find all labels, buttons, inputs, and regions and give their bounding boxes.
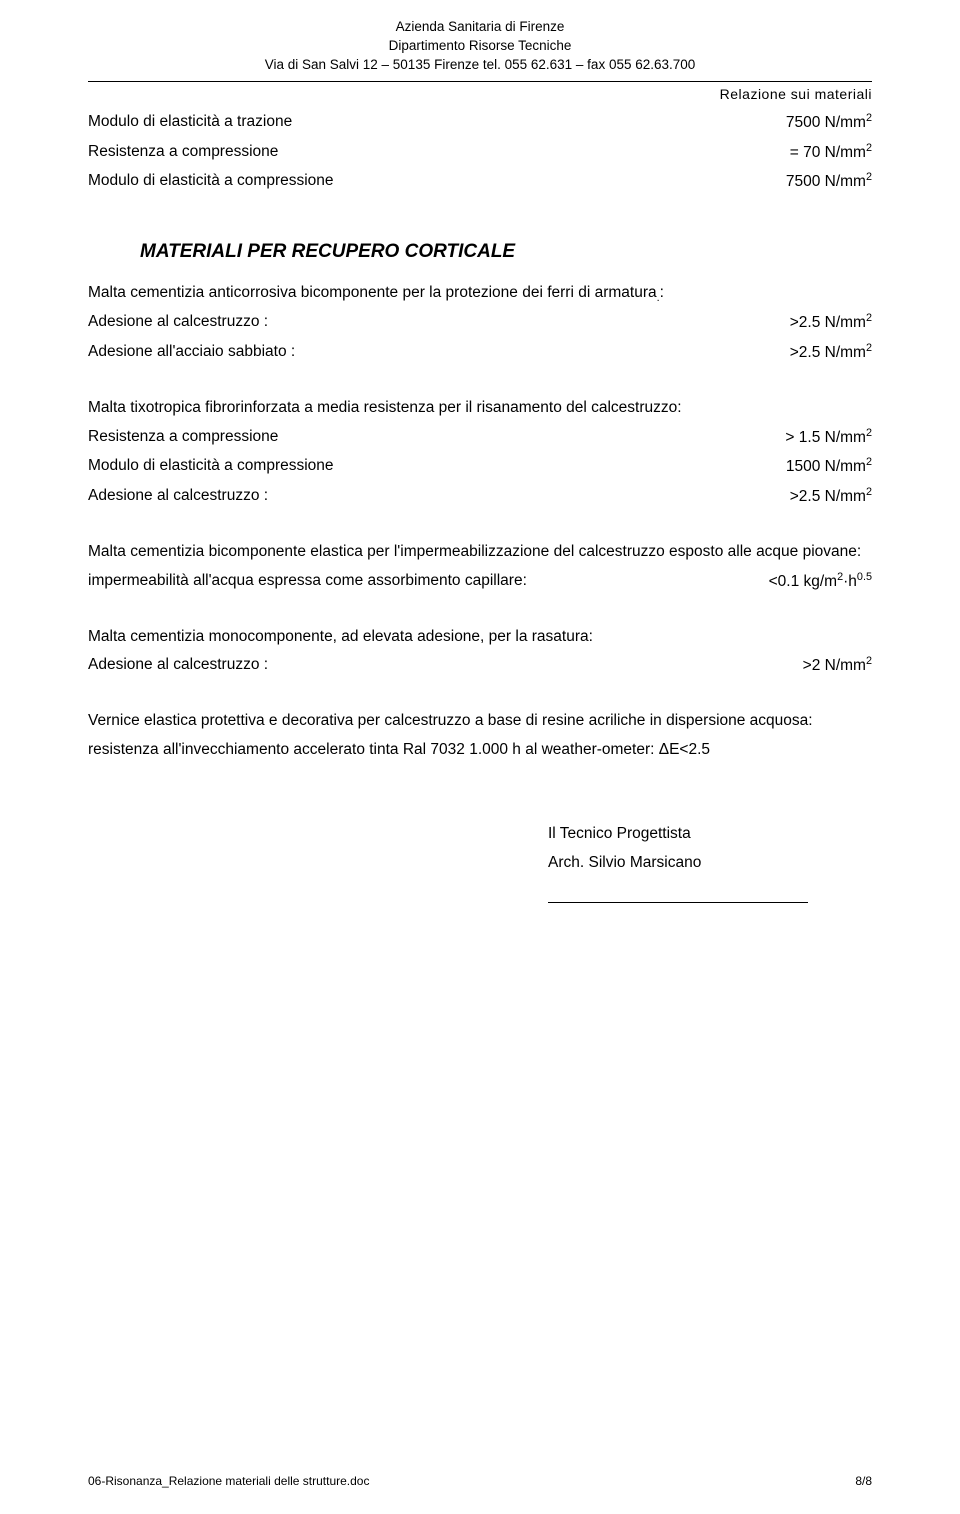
document-header: Azienda Sanitaria di Firenze Dipartiment…: [88, 0, 872, 75]
property-label: Adesione all'acciaio sabbiato :: [88, 338, 790, 368]
property-label: Adesione al calcestruzzo :: [88, 482, 790, 512]
property-value: >2.5 N/mm2: [790, 338, 872, 368]
property-row: Modulo di elasticità a compressione 1500…: [88, 452, 872, 482]
top-properties: Modulo di elasticità a trazione 7500 N/m…: [88, 108, 872, 197]
block-intro: Malta tixotropica fibrorinforzata a medi…: [88, 394, 872, 423]
block-tixotropica: Malta tixotropica fibrorinforzata a medi…: [88, 394, 872, 512]
property-row: Adesione al calcestruzzo : >2.5 N/mm2: [88, 482, 872, 512]
signature-name: Arch. Silvio Marsicano: [548, 849, 872, 878]
property-row: impermeabilità all'acqua espressa come a…: [88, 567, 872, 597]
property-label: Modulo di elasticità a compressione: [88, 452, 786, 482]
header-line-1: Azienda Sanitaria di Firenze: [88, 18, 872, 37]
block-intro: Malta cementizia monocomponente, ad elev…: [88, 623, 872, 652]
property-row: Resistenza a compressione > 1.5 N/mm2: [88, 423, 872, 453]
property-label: Adesione al calcestruzzo :: [88, 308, 790, 338]
property-row: Modulo di elasticità a trazione 7500 N/m…: [88, 108, 872, 138]
block-intro: Malta cementizia bicomponente elastica p…: [88, 538, 872, 567]
signature-block: Il Tecnico Progettista Arch. Silvio Mars…: [548, 820, 872, 902]
block-line: resistenza all'invecchiamento accelerato…: [88, 736, 872, 765]
property-value: > 1.5 N/mm2: [785, 423, 872, 453]
block-anticorrosiva: Malta cementizia anticorrosiva bicompone…: [88, 279, 872, 368]
block-vernice: Vernice elastica protettiva e decorativa…: [88, 707, 872, 764]
property-value: 7500 N/mm2: [786, 167, 872, 197]
property-value: 1500 N/mm2: [786, 452, 872, 482]
header-divider: [88, 81, 872, 82]
block-intro: Malta cementizia anticorrosiva bicompone…: [88, 279, 872, 308]
property-value: >2.5 N/mm2: [790, 482, 872, 512]
property-label: Resistenza a compressione: [88, 423, 785, 453]
property-row: Adesione al calcestruzzo : >2 N/mm2: [88, 651, 872, 681]
subtitle: Relazione sui materiali: [88, 86, 872, 102]
property-label: Resistenza a compressione: [88, 138, 790, 168]
property-value: >2.5 N/mm2: [790, 308, 872, 338]
property-value: <0.1 kg/m2·h0.5: [769, 567, 872, 597]
block-impermeabilizzazione: Malta cementizia bicomponente elastica p…: [88, 538, 872, 597]
property-label: Modulo di elasticità a compressione: [88, 167, 786, 197]
page-footer: 06-Risonanza_Relazione materiali delle s…: [88, 1474, 872, 1488]
property-value: >2 N/mm2: [803, 651, 872, 681]
signature-line: [548, 902, 808, 903]
property-label: Adesione al calcestruzzo :: [88, 651, 803, 681]
property-row: Adesione all'acciaio sabbiato : >2.5 N/m…: [88, 338, 872, 368]
block-intro: Vernice elastica protettiva e decorativa…: [88, 707, 872, 736]
property-row: Adesione al calcestruzzo : >2.5 N/mm2: [88, 308, 872, 338]
property-label: impermeabilità all'acqua espressa come a…: [88, 567, 527, 597]
footer-filename: 06-Risonanza_Relazione materiali delle s…: [88, 1474, 369, 1488]
header-line-3: Via di San Salvi 12 – 50135 Firenze tel.…: [88, 56, 872, 75]
section-title: MATERIALI PER RECUPERO CORTICALE: [140, 241, 872, 263]
property-label: Modulo di elasticità a trazione: [88, 108, 786, 138]
footer-page-number: 8/8: [855, 1474, 872, 1488]
block-rasatura: Malta cementizia monocomponente, ad elev…: [88, 623, 872, 682]
property-row: Resistenza a compressione = 70 N/mm2: [88, 138, 872, 168]
signature-role: Il Tecnico Progettista: [548, 820, 872, 849]
property-row: Modulo di elasticità a compressione 7500…: [88, 167, 872, 197]
header-line-2: Dipartimento Risorse Tecniche: [88, 37, 872, 56]
property-value: 7500 N/mm2: [786, 108, 872, 138]
property-value: = 70 N/mm2: [790, 138, 872, 168]
